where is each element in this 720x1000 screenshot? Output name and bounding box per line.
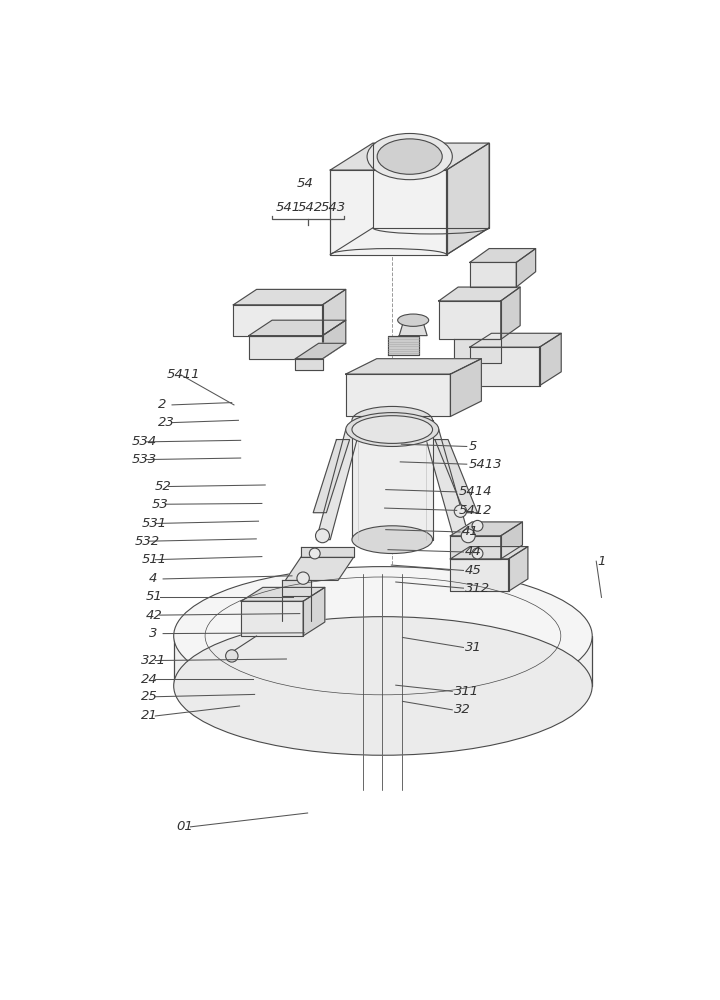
Polygon shape	[330, 143, 489, 170]
Polygon shape	[233, 305, 323, 336]
Text: 5414: 5414	[459, 485, 492, 498]
Polygon shape	[451, 559, 508, 591]
Circle shape	[462, 529, 475, 543]
Text: 531: 531	[141, 517, 166, 530]
Polygon shape	[233, 289, 346, 305]
Text: 533: 533	[132, 453, 157, 466]
Text: 24: 24	[141, 673, 158, 686]
Text: 2: 2	[158, 398, 166, 411]
Circle shape	[297, 572, 310, 584]
Polygon shape	[316, 430, 360, 540]
Polygon shape	[282, 580, 311, 596]
Text: 543: 543	[320, 201, 346, 214]
Ellipse shape	[346, 413, 438, 446]
Polygon shape	[330, 170, 446, 255]
Text: 32: 32	[454, 703, 471, 716]
Text: 321: 321	[141, 654, 166, 667]
Polygon shape	[446, 143, 489, 255]
Text: 53: 53	[151, 498, 168, 511]
Text: 45: 45	[465, 564, 482, 577]
Text: 541: 541	[276, 201, 301, 214]
Text: 312: 312	[465, 582, 490, 595]
Ellipse shape	[352, 526, 433, 554]
Polygon shape	[285, 557, 354, 580]
Ellipse shape	[174, 617, 593, 755]
Polygon shape	[423, 430, 469, 540]
Text: 42: 42	[145, 609, 163, 622]
Text: 01: 01	[176, 820, 193, 833]
Polygon shape	[323, 289, 346, 336]
Polygon shape	[249, 320, 346, 336]
Polygon shape	[451, 547, 528, 559]
Circle shape	[472, 520, 483, 531]
Circle shape	[310, 548, 320, 559]
Polygon shape	[346, 359, 482, 374]
Text: 5412: 5412	[459, 504, 492, 517]
Text: 31: 31	[465, 641, 482, 654]
Polygon shape	[469, 249, 536, 262]
Text: 23: 23	[158, 416, 175, 429]
Text: 4: 4	[149, 572, 158, 585]
Polygon shape	[469, 262, 516, 287]
Polygon shape	[469, 347, 539, 386]
Text: 532: 532	[135, 535, 160, 548]
Polygon shape	[313, 440, 350, 513]
Polygon shape	[241, 587, 325, 601]
Text: 5: 5	[468, 440, 477, 453]
Polygon shape	[451, 536, 500, 559]
Polygon shape	[249, 336, 323, 359]
Circle shape	[454, 505, 467, 517]
Polygon shape	[508, 547, 528, 591]
Circle shape	[472, 548, 483, 559]
Polygon shape	[174, 636, 593, 686]
Text: 25: 25	[141, 690, 158, 703]
Ellipse shape	[367, 133, 452, 180]
Polygon shape	[451, 522, 523, 536]
Text: 54: 54	[297, 177, 313, 190]
Circle shape	[225, 650, 238, 662]
Ellipse shape	[352, 416, 433, 443]
Text: 3: 3	[149, 627, 158, 640]
Circle shape	[315, 529, 330, 543]
Text: 21: 21	[141, 709, 158, 722]
Ellipse shape	[377, 139, 442, 174]
Text: 44: 44	[465, 545, 482, 558]
Polygon shape	[469, 333, 561, 347]
Polygon shape	[241, 601, 303, 636]
Polygon shape	[295, 343, 346, 359]
Polygon shape	[303, 587, 325, 636]
Ellipse shape	[174, 567, 593, 705]
Ellipse shape	[397, 314, 428, 326]
Polygon shape	[454, 339, 500, 363]
Polygon shape	[352, 420, 433, 540]
Text: 41: 41	[462, 525, 478, 538]
Polygon shape	[323, 320, 346, 359]
Polygon shape	[500, 287, 520, 339]
Polygon shape	[295, 359, 323, 370]
Text: 5411: 5411	[167, 368, 200, 381]
Polygon shape	[301, 547, 354, 557]
Text: 52: 52	[155, 480, 171, 493]
Polygon shape	[399, 320, 427, 336]
Text: 1: 1	[598, 555, 606, 568]
Polygon shape	[539, 333, 561, 386]
Ellipse shape	[352, 406, 433, 434]
Text: 5413: 5413	[468, 458, 502, 471]
Text: 542: 542	[298, 201, 323, 214]
Text: 51: 51	[145, 590, 163, 603]
Polygon shape	[451, 359, 482, 416]
Polygon shape	[438, 287, 520, 301]
Polygon shape	[516, 249, 536, 287]
Text: 511: 511	[141, 553, 166, 566]
Polygon shape	[346, 374, 451, 416]
Polygon shape	[388, 336, 419, 355]
Text: 311: 311	[454, 685, 479, 698]
Polygon shape	[500, 522, 523, 559]
Polygon shape	[435, 440, 477, 513]
Polygon shape	[438, 301, 500, 339]
Text: 534: 534	[132, 435, 157, 448]
